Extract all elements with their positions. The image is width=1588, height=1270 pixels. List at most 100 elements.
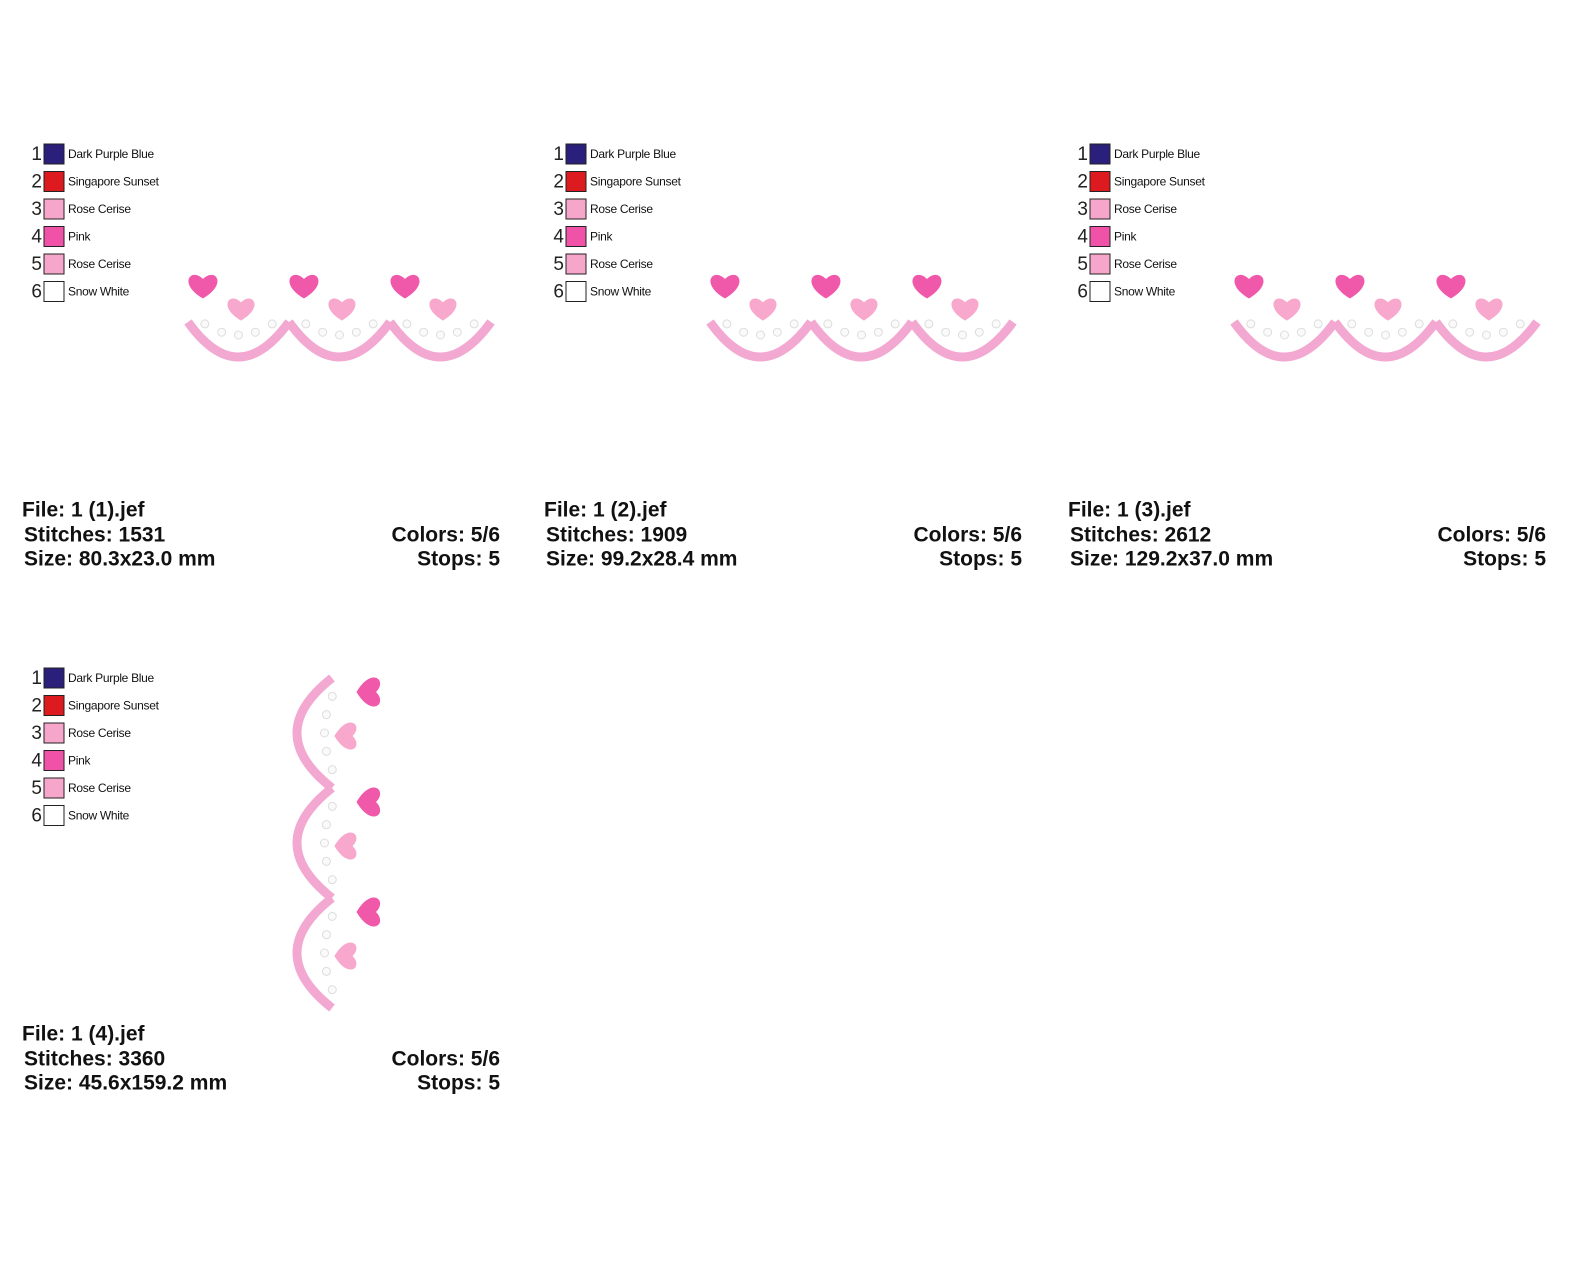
color-number: 2 xyxy=(553,172,564,193)
stitch-dot xyxy=(772,327,782,337)
design-preview xyxy=(184,274,495,362)
design-size: Size: 80.3x23.0 mm xyxy=(24,548,215,571)
color-name: Snow White xyxy=(68,809,130,823)
stitch-dot xyxy=(318,327,328,337)
scallop-border xyxy=(285,319,394,362)
stitch-dot xyxy=(722,319,732,329)
heart xyxy=(912,274,942,299)
color-name: Dark Purple Blue xyxy=(68,147,155,161)
stitch-count: Stitches: 1531 xyxy=(24,524,166,547)
heart xyxy=(289,274,319,299)
stitch-dot xyxy=(1296,327,1306,337)
design-size: Size: 129.2x37.0 mm xyxy=(1070,548,1273,571)
stitch-dot xyxy=(327,765,337,775)
stitch-dot xyxy=(250,327,260,337)
heart xyxy=(811,274,841,299)
stitch-dot xyxy=(941,327,951,337)
color-count: Colors: 5/6 xyxy=(913,524,1022,547)
color-count: Colors: 5/6 xyxy=(391,1048,500,1071)
color-number: 6 xyxy=(1077,282,1088,303)
color-name: Rose Cerise xyxy=(590,202,653,216)
color-swatch xyxy=(565,171,587,192)
heart xyxy=(1273,298,1301,321)
color-number: 4 xyxy=(31,751,42,772)
color-number: 5 xyxy=(31,254,42,275)
heart xyxy=(334,942,357,970)
scallop-border xyxy=(706,319,815,362)
color-swatch xyxy=(43,198,65,220)
stitch-dot xyxy=(320,948,329,958)
color-swatch xyxy=(1089,281,1111,302)
heart xyxy=(1475,298,1503,321)
stitch-dot xyxy=(873,327,883,337)
heart xyxy=(356,897,381,927)
stitch-dot xyxy=(756,330,765,340)
file-name: File: 1 (3).jef xyxy=(1068,499,1192,522)
design-panel: 1 Dark Purple Blue 2 Singapore Sunset 3 Rose … xyxy=(22,667,500,1095)
heart xyxy=(188,274,218,299)
stitch-dot xyxy=(890,319,900,329)
color-number: 2 xyxy=(31,172,42,193)
design-preview xyxy=(292,674,381,1012)
heart xyxy=(749,298,777,321)
stitch-dot xyxy=(402,319,412,329)
color-name: Snow White xyxy=(68,285,130,299)
heart xyxy=(951,298,979,321)
heart xyxy=(227,298,255,321)
heart xyxy=(328,298,356,321)
stitch-count: Stitches: 2612 xyxy=(1070,524,1211,547)
stitch-dot xyxy=(823,319,833,329)
stop-count: Stops: 5 xyxy=(417,1072,500,1095)
heart xyxy=(710,274,740,299)
stitch-dot xyxy=(924,319,934,329)
color-swatch xyxy=(1089,171,1111,192)
stitch-dot xyxy=(840,327,850,337)
stitch-dot xyxy=(1397,327,1407,337)
stitch-dot xyxy=(469,319,479,329)
file-name: File: 1 (1).jef xyxy=(22,499,146,522)
color-name: Singapore Sunset xyxy=(1114,175,1206,189)
heart xyxy=(356,677,381,707)
stitch-dot xyxy=(217,327,227,337)
color-swatch xyxy=(43,777,65,799)
stitch-dot xyxy=(1364,327,1374,337)
heart xyxy=(1234,274,1264,299)
color-number: 2 xyxy=(31,696,42,717)
design-size: Size: 99.2x28.4 mm xyxy=(546,548,737,571)
color-swatch xyxy=(43,253,65,275)
heart xyxy=(334,832,357,860)
color-name: Dark Purple Blue xyxy=(68,671,155,685)
stitch-dot xyxy=(327,875,337,885)
stitch-dot xyxy=(327,911,337,921)
color-number: 1 xyxy=(31,668,42,689)
stitch-dot xyxy=(1465,327,1475,337)
color-swatch xyxy=(43,722,65,744)
color-number: 3 xyxy=(1077,199,1088,220)
heart xyxy=(850,298,878,321)
color-number: 4 xyxy=(31,227,42,248)
file-name: File: 1 (2).jef xyxy=(544,499,668,522)
color-swatch xyxy=(565,253,587,275)
color-number: 5 xyxy=(31,778,42,799)
color-name: Pink xyxy=(590,230,613,244)
color-name: Pink xyxy=(68,230,91,244)
color-name: Rose Cerise xyxy=(68,202,131,216)
heart xyxy=(356,787,381,817)
stitch-dot xyxy=(789,319,799,329)
stitch-dot xyxy=(320,728,329,738)
scallop-border xyxy=(1230,319,1339,362)
color-name: Rose Cerise xyxy=(68,781,131,795)
heart xyxy=(390,274,420,299)
stitch-dot xyxy=(321,820,331,830)
color-swatch xyxy=(43,143,65,165)
stitch-dot xyxy=(1381,330,1390,340)
color-swatch xyxy=(1089,143,1111,165)
stitch-dot xyxy=(335,330,344,340)
color-swatch xyxy=(565,281,587,302)
stitch-dot xyxy=(1313,319,1323,329)
stitch-dot xyxy=(327,691,337,701)
stitch-dot xyxy=(368,319,378,329)
color-count: Colors: 5/6 xyxy=(1437,524,1546,547)
